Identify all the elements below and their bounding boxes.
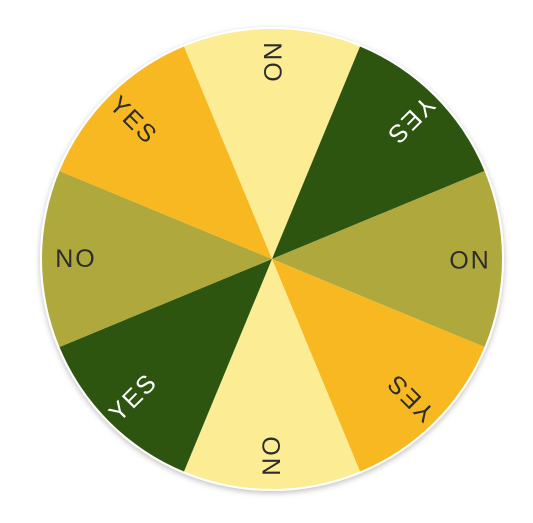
wheel-segment-label: NO [258,434,286,476]
wheel-segment-no [272,170,502,348]
wheel-segment-yes [59,259,272,472]
wheel-segment-label: NO [258,42,286,84]
wheel-segment-label: NO [55,245,97,273]
wheel-segment-yes [272,46,485,259]
wheel-segment-no [183,29,361,260]
wheel-segment-label: NO [447,245,489,273]
wheel-segment-no [183,259,361,489]
wheel-segment-no [42,170,273,348]
wheel-segments [42,29,502,489]
wheel-segment-yes [272,259,485,472]
wheel-segment-yes [59,46,272,259]
